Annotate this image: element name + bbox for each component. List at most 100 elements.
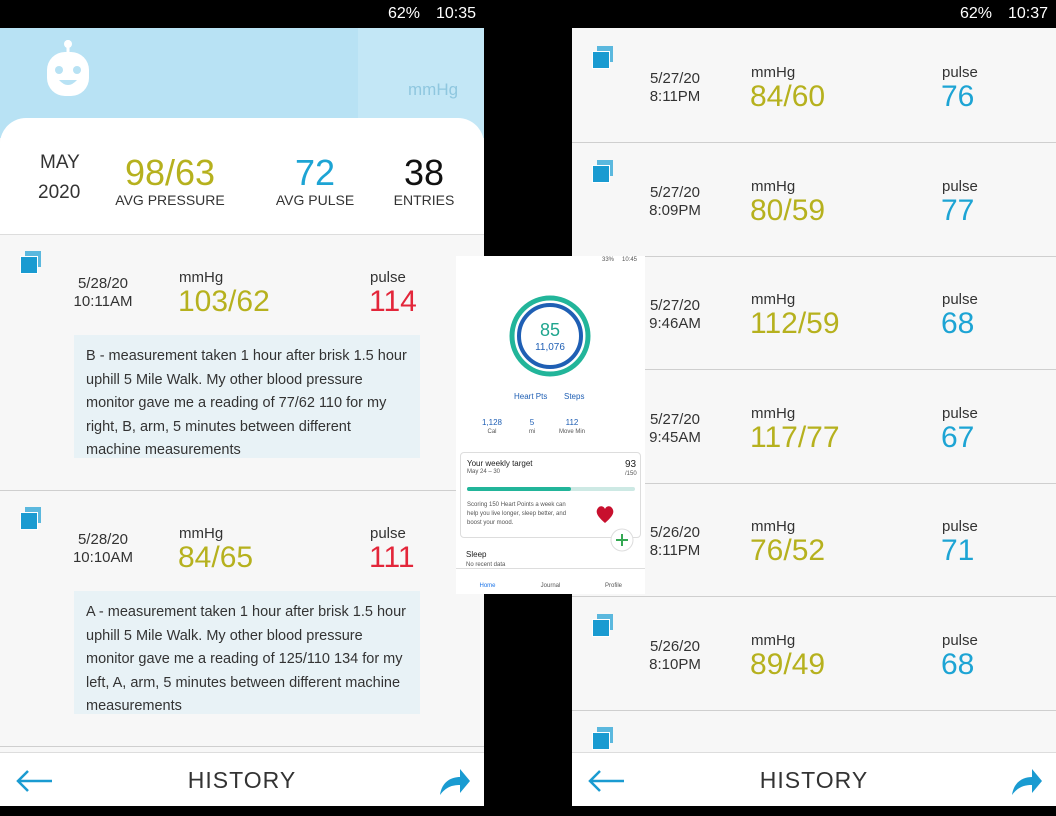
pulse: 67 (941, 420, 975, 454)
entry[interactable]: 5/27/20 9:45AM mmHg 117/77 pulse 67 (572, 370, 1056, 484)
pressure: 76/52 (750, 534, 826, 567)
entry-time: 9:46AM (649, 315, 701, 332)
pressure: 112/59 (750, 307, 840, 340)
left-phone: mmHg MAY 2020 98/63 AVG PRESSURE 72 AVG … (0, 28, 484, 806)
add-button[interactable] (610, 528, 634, 552)
pulse: 76 (941, 80, 975, 113)
unit-label: mmHg (179, 269, 224, 286)
unit-label: mmHg (751, 177, 796, 195)
entry-time: 8:11PM (649, 542, 701, 559)
year: 2020 (38, 182, 81, 203)
stat-label: Cal (487, 429, 497, 435)
legend-steps: Steps (564, 392, 585, 401)
pulse: 68 (941, 307, 975, 340)
right-phone: 5/27/20 8:11PM mmHg 84/60 pulse 76 5/27/20 8:09… (572, 28, 1056, 806)
unit-label: mmHg (751, 518, 796, 535)
entry-time: 8:09PM (649, 201, 701, 219)
nav-title: HISTORY (759, 767, 869, 793)
entry-note: A - measurement taken 1 hour after brisk… (74, 591, 420, 714)
stat-label: Move Min (558, 429, 585, 435)
entry[interactable]: 5/28/20 10:11AM mmHg 103/62 pulse 114 B - meas… (0, 235, 484, 491)
avg-pulse: 72 (294, 152, 336, 193)
entry-time: 8:11PM (649, 88, 701, 105)
back-button[interactable] (14, 769, 54, 793)
battery: 62% (388, 5, 421, 22)
pulse-label: pulse (942, 291, 978, 308)
entry[interactable]: 5/27/20 8:11PM mmHg 84/60 pulse 76 (572, 30, 1056, 143)
header-unit: mmHg (408, 80, 459, 99)
entry[interactable]: 5/26/20 8:11PM mmHg 76/52 pulse 71 (572, 484, 1056, 597)
steps: 11,076 (535, 342, 565, 353)
pressure: 117/77 (750, 420, 840, 454)
pulse: 77 (941, 193, 975, 227)
entry-date: 5/27/20 (649, 70, 701, 87)
entry-icon (592, 727, 614, 750)
entry-icon (20, 251, 42, 274)
avg-pressure: 98/63 (124, 152, 216, 193)
pressure: 89/49 (750, 647, 826, 681)
entry[interactable]: 5/27/20 8:09PM mmHg 80/59 pulse 77 (572, 143, 1056, 257)
entry-date: 5/27/20 (649, 183, 701, 201)
pulse: 111 (369, 541, 415, 574)
entry-date: 5/28/20 (77, 531, 129, 548)
unit-label: mmHg (751, 631, 796, 649)
nav-item[interactable]: Profile (604, 583, 622, 589)
battery: 62% (960, 5, 993, 22)
icon-front (592, 618, 610, 637)
status-bar: 62% 10:37 (572, 0, 1056, 28)
pulse-label: pulse (942, 177, 978, 195)
icon-front (592, 51, 610, 69)
nav-item[interactable]: Home (479, 583, 496, 589)
pulse: 68 (941, 647, 975, 681)
pressure: 84/60 (750, 80, 826, 113)
stat-value: 5 (529, 418, 535, 427)
nav-bar: HISTORY (572, 752, 1056, 806)
card-text: Scoring 150 Heart Points a week can help… (467, 502, 567, 526)
stat-value: 1,128 (481, 418, 503, 427)
back-button[interactable] (586, 769, 626, 793)
icon-front (20, 256, 38, 274)
unit-label: mmHg (751, 291, 796, 308)
pulse-label: pulse (942, 404, 978, 422)
icon-front (592, 164, 610, 183)
unit-label: mmHg (751, 64, 796, 81)
entry-note: B - measurement taken 1 hour after brisk… (74, 335, 420, 458)
heart-points: 85 (539, 320, 561, 340)
avg-pulse-label: AVG PULSE (275, 192, 355, 208)
logo (47, 40, 89, 96)
entry-date: 5/26/20 (649, 637, 701, 655)
entry-icon (20, 507, 42, 530)
pulse-label: pulse (942, 64, 978, 81)
fit-nav: Home Journal Profile (456, 568, 645, 594)
pulse-label: pulse (942, 631, 978, 649)
entry-time: 8:10PM (649, 655, 701, 673)
activity-ring (509, 295, 591, 377)
pulse-label: pulse (942, 518, 978, 535)
pressure: 80/59 (750, 193, 826, 227)
entry-time: 10:10AM (72, 549, 134, 566)
aha-logo (596, 506, 614, 523)
entry-time: 10:11AM (73, 293, 133, 310)
share-button[interactable] (438, 767, 472, 797)
nav-item[interactable]: Journal (540, 583, 561, 589)
avg-pressure-label: AVG PRESSURE (115, 192, 225, 208)
entry-icon (592, 159, 614, 183)
sleep-title: Sleep (466, 550, 487, 559)
entry[interactable]: 5/27/20 9:46AM mmHg 112/59 pulse 68 (572, 257, 1056, 370)
entry[interactable]: 5/26/20 8:10PM mmHg 89/49 pulse 68 (572, 597, 1056, 711)
fit-screenshot: 33% 10:45 85 11,076 Heart Pts Steps Your… (456, 256, 645, 594)
fit-status: 33% 10:45 (456, 256, 645, 266)
month: MAY (40, 152, 80, 173)
entry-date: 5/28/20 (77, 275, 129, 292)
sleep-text: No recent data (466, 562, 506, 568)
pulse: 114 (369, 285, 417, 318)
progress-fill (467, 487, 571, 491)
pulse-label: pulse (370, 269, 406, 286)
clock: 10:45 (622, 257, 638, 263)
entry-date: 5/27/20 (649, 297, 701, 314)
entry-date: 5/26/20 (649, 524, 701, 541)
progress-track (467, 487, 635, 491)
entry[interactable]: 5/28/20 10:10AM mmHg 84/65 pulse 111 A - measu… (0, 491, 484, 747)
share-button[interactable] (1010, 767, 1044, 797)
